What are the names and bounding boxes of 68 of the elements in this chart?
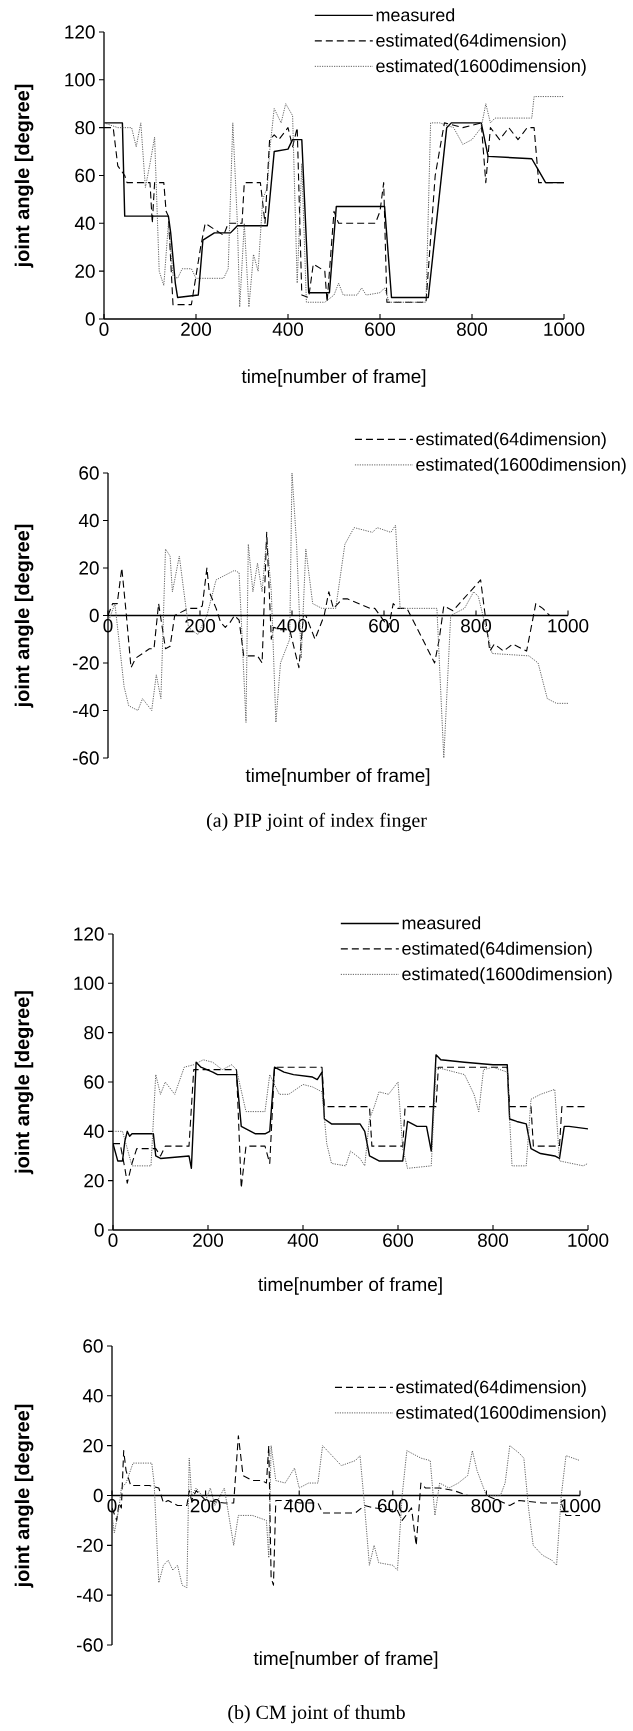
x-axis-title: time[number of frame] — [253, 1651, 438, 1669]
legend-label: estimated(1600dimension) — [402, 967, 612, 984]
legend-label: estimated(1600dimension) — [376, 59, 586, 76]
y-tick-label: 20 — [75, 264, 95, 278]
y-tick-label: 20 — [84, 1173, 104, 1188]
y-tick-label: -20 — [76, 1538, 103, 1553]
y-tick-label: 100 — [65, 73, 95, 87]
y-axis-title: joint angle [degree] — [14, 991, 34, 1175]
x-tick-label: 200 — [181, 322, 212, 336]
y-tick-label: 60 — [84, 1075, 104, 1089]
y-tick-label: 20 — [79, 561, 99, 575]
y-tick-label: 0 — [85, 312, 95, 326]
y-tick-label: 60 — [75, 168, 95, 183]
x-tick-label: 400 — [272, 322, 304, 336]
y-tick-label: 0 — [93, 1488, 103, 1503]
y-tick-label: -20 — [72, 656, 99, 670]
y-axis-title: joint angle [degree] — [14, 524, 34, 708]
y-tick-label: 40 — [83, 1124, 104, 1139]
x-tick-label: 200 — [193, 1233, 224, 1247]
y-tick-label: 60 — [79, 466, 99, 480]
x-tick-label: 200 — [185, 619, 216, 633]
legend-label: measured — [402, 916, 481, 930]
x-tick-label: 0 — [108, 1233, 118, 1247]
x-tick-label: 200 — [190, 1499, 221, 1513]
x-tick-label: 800 — [471, 1499, 502, 1513]
x-tick-label: 600 — [377, 1499, 408, 1513]
x-tick-label: 1000 — [544, 322, 585, 336]
x-tick-label: 800 — [461, 619, 492, 633]
y-tick-label: 60 — [83, 1339, 103, 1353]
y-tick-label: 80 — [84, 1025, 104, 1040]
y-tick-label: -40 — [76, 1588, 103, 1602]
y-tick-label: 40 — [74, 216, 95, 231]
x-tick-label: 800 — [478, 1233, 509, 1247]
x-axis-title: time[number of frame] — [245, 768, 430, 786]
x-axis-title: time[number of frame] — [258, 1277, 442, 1295]
legend-label: estimated(1600dimension) — [416, 457, 626, 475]
y-tick-label: 40 — [82, 1389, 103, 1403]
legend-label: estimated(64dimension) — [396, 1380, 586, 1397]
text: (b) CM joint of thumb — [228, 1704, 405, 1724]
legend-label: measured — [376, 8, 455, 22]
y-tick-label: -60 — [72, 751, 99, 765]
y-tick-label: 80 — [75, 120, 95, 135]
legend-label: estimated(1600dimension) — [396, 1405, 606, 1423]
x-tick-label: 1000 — [568, 1233, 609, 1247]
legend-label: estimated(64dimension) — [376, 33, 566, 51]
y-axis-title: joint angle [degree] — [14, 84, 34, 268]
y-tick-label: 0 — [94, 1223, 104, 1237]
y-tick-label: -40 — [72, 703, 99, 718]
x-tick-label: 400 — [287, 1233, 319, 1247]
y-tick-label: 120 — [65, 25, 95, 39]
y-tick-label: 100 — [74, 976, 104, 991]
x-tick-label: 1000 — [548, 619, 589, 633]
legend-label: estimated(64dimension) — [402, 941, 592, 959]
x-tick-label: 800 — [457, 322, 488, 336]
y-axis-title: joint angle [degree] — [14, 1404, 34, 1588]
text: (a) PIP joint of index finger — [206, 812, 427, 832]
x-tick-label: 400 — [283, 1499, 315, 1513]
y-tick-label: -60 — [76, 1638, 103, 1652]
x-tick-label: 600 — [369, 619, 400, 633]
y-tick-label: 120 — [74, 927, 104, 941]
x-axis-title: time[number of frame] — [241, 369, 426, 387]
y-tick-label: 20 — [83, 1438, 103, 1453]
y-tick-label: 40 — [78, 513, 99, 528]
x-tick-label: 1000 — [560, 1499, 601, 1513]
x-tick-label: 600 — [383, 1233, 414, 1247]
x-tick-label: 600 — [365, 322, 396, 336]
legend-label: estimated(64dimension) — [416, 432, 606, 449]
y-tick-label: 0 — [89, 608, 99, 623]
